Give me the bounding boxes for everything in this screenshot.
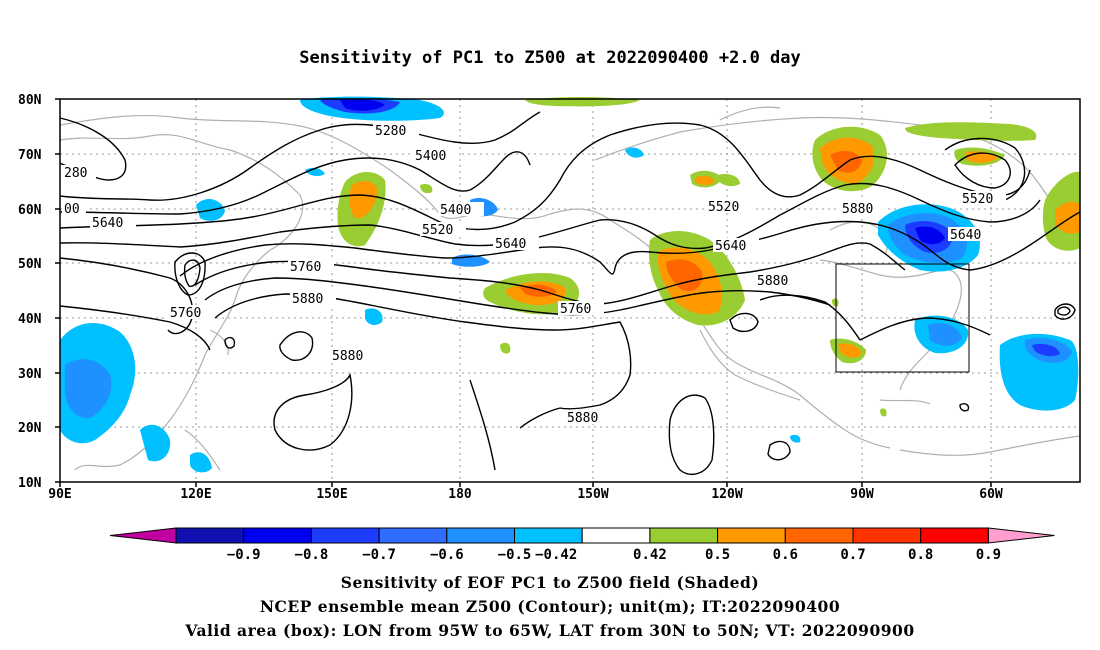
colorbar: −0.9 −0.8 −0.7 −0.6 −0.5 −0.42 0.42 0.5 0.6 0.7 0.… [109,527,1055,563]
colorbar-label: 0.8 [908,547,933,563]
colorbar-swatch [175,527,245,544]
sensitivity-shading [60,96,1080,473]
contour-label: 5640 [495,237,526,252]
colorbar-swatch [310,527,380,544]
contour-label: 5880 [842,202,873,217]
lat-label: 80N [18,93,42,108]
lon-label: 180 [448,487,472,502]
lat-label: 60N [18,203,42,218]
colorbar-swatch [920,527,989,544]
map-frame [59,98,1081,483]
caption-line-3: Valid area (box): LON from 95W to 65W, L… [185,621,915,640]
colorbar-swatch [784,527,854,544]
contour-label: 5760 [560,302,591,317]
colorbar-swatch [717,527,786,544]
lon-label: 150W [577,487,608,502]
colorbar-label: −0.9 [227,547,261,563]
lat-label: 70N [18,148,42,163]
colorbar-label: 0.9 [976,547,1001,563]
contour-label: 5520 [962,192,993,207]
caption-line-1: Sensitivity of EOF PC1 to Z500 field (Sh… [340,573,760,592]
lon-label: 150E [316,487,347,502]
colorbar-label: −0.6 [430,547,464,563]
colorbar-swatch [581,527,651,544]
colorbar-label: 0.5 [705,547,730,563]
contour-label: 5640 [92,216,123,231]
lon-label: 60W [979,487,1003,502]
colorbar-label: −0.5 [498,547,532,563]
contour-label: 5760 [170,306,201,321]
map-area: 5280 5400 5400 5520 5520 5520 280 00 564… [55,96,1081,487]
lat-label: 20N [18,421,42,436]
plot-title: Sensitivity of PC1 to Z500 at 2022090400… [299,48,801,68]
contour-label: 5880 [567,411,598,426]
colorbar-label: −0.42 [535,547,577,563]
colorbar-swatch [378,527,448,544]
valid-area-box [835,263,970,373]
colorbar-label: −0.8 [295,547,329,563]
lon-label: 120E [180,487,211,502]
contour-label: 5400 [415,149,446,164]
colorbar-swatch [649,527,719,544]
axis-ticks [55,98,992,487]
lon-label: 90W [850,487,874,502]
lat-label: 50N [18,257,42,272]
colorbar-swatch [514,527,583,544]
latitude-labels: 80N 70N 60N 50N 40N 30N 20N 10N [18,93,42,491]
colorbar-swatch [852,527,922,544]
lat-label: 40N [18,312,42,327]
contour-label: 5520 [422,223,453,238]
contour-label: 5760 [290,260,321,275]
lat-label: 10N [18,476,42,491]
colorbar-high-extend [987,527,1055,544]
contour-label: 5880 [332,349,363,364]
contour-labels: 5280 5400 5400 5520 5520 5520 280 00 564… [62,123,1006,426]
contour-label: 5280 [375,124,406,139]
contour-label: 280 [64,166,87,181]
colorbar-label: 0.42 [633,547,667,563]
lat-label: 30N [18,367,42,382]
contour-label: 5520 [708,200,739,215]
contour-label: 5640 [715,239,746,254]
contour-label: 5880 [292,292,323,307]
contour-label: 00 [64,202,80,217]
colorbar-swatch [243,527,312,544]
colorbar-low-extend [109,527,177,544]
contour-label: 5880 [757,274,788,289]
lon-label: 90E [48,487,71,502]
contour-label: 5400 [440,203,471,218]
colorbar-swatch [446,527,515,544]
colorbar-label: 0.6 [773,547,798,563]
lon-label: 120W [711,487,742,502]
colorbar-label: −0.7 [362,547,396,563]
contour-label: 5640 [950,228,981,243]
longitude-labels: 90E 120E 150E 180 150W 120W 90W 60W [48,487,1003,502]
colorbar-label: 0.7 [840,547,865,563]
caption-line-2: NCEP ensemble mean Z500 (Contour); unit(… [259,597,841,616]
